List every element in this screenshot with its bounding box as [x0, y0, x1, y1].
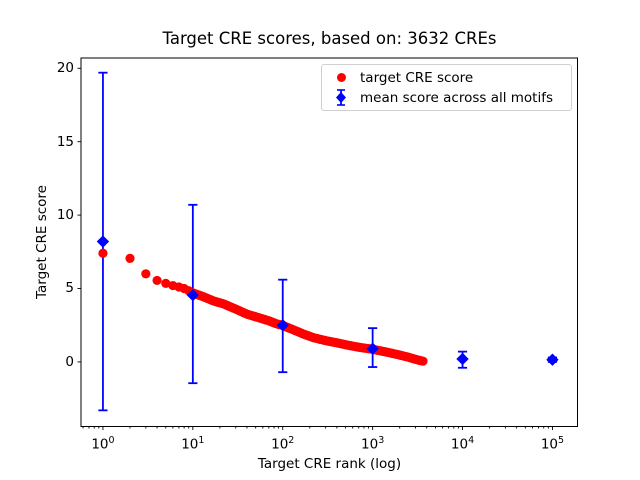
x-tick-label: 101: [181, 435, 205, 453]
legend: target CRE score mean score across all m…: [321, 64, 572, 111]
red-point: [141, 269, 151, 279]
red-point: [161, 278, 171, 288]
mean-score-diamond: [186, 288, 200, 302]
legend-item-target-cre-score: target CRE score: [322, 68, 571, 87]
y-tick-label: 20: [56, 60, 74, 77]
red-point: [152, 275, 162, 286]
mean-score-diamond: [546, 353, 559, 366]
x-tick-label: 105: [540, 435, 565, 453]
mean-score-diamond: [276, 318, 289, 332]
legend-label: mean score across all motifs: [360, 89, 554, 106]
mean-score-diamond: [366, 342, 379, 355]
y-tick-label: 10: [56, 207, 74, 224]
x-tick-label: 103: [361, 435, 385, 453]
errorbar-lines: [98, 71, 558, 412]
y-tick-label: 5: [65, 280, 74, 297]
red-scatter-series: [98, 248, 428, 366]
mean-score-diamond: [456, 352, 469, 366]
legend-item-mean-score: mean score across all motifs: [322, 88, 571, 107]
legend-label: target CRE score: [360, 69, 474, 86]
x-tick-label: 102: [271, 435, 295, 453]
x-tick-label: 100: [91, 435, 115, 453]
red-circle-marker-icon: [322, 73, 360, 82]
red-point: [418, 356, 428, 366]
legend-diamond-shape: [336, 92, 346, 103]
x-axis-label: Target CRE rank (log): [257, 456, 402, 472]
chart-title: Target CRE scores, based on: 3632 CREs: [162, 29, 497, 48]
blue-diamond-errorbar-icon: [322, 88, 360, 107]
y-tick-label: 0: [65, 353, 74, 370]
tick-marks: [77, 67, 553, 430]
blue-diamond-series: [96, 235, 559, 366]
x-tick-label: 104: [450, 435, 475, 453]
y-tick-label: 15: [56, 133, 74, 150]
axes-frame: [80, 57, 578, 427]
red-point: [98, 248, 108, 258]
red-point: [125, 253, 135, 263]
mean-score-diamond: [96, 235, 110, 248]
